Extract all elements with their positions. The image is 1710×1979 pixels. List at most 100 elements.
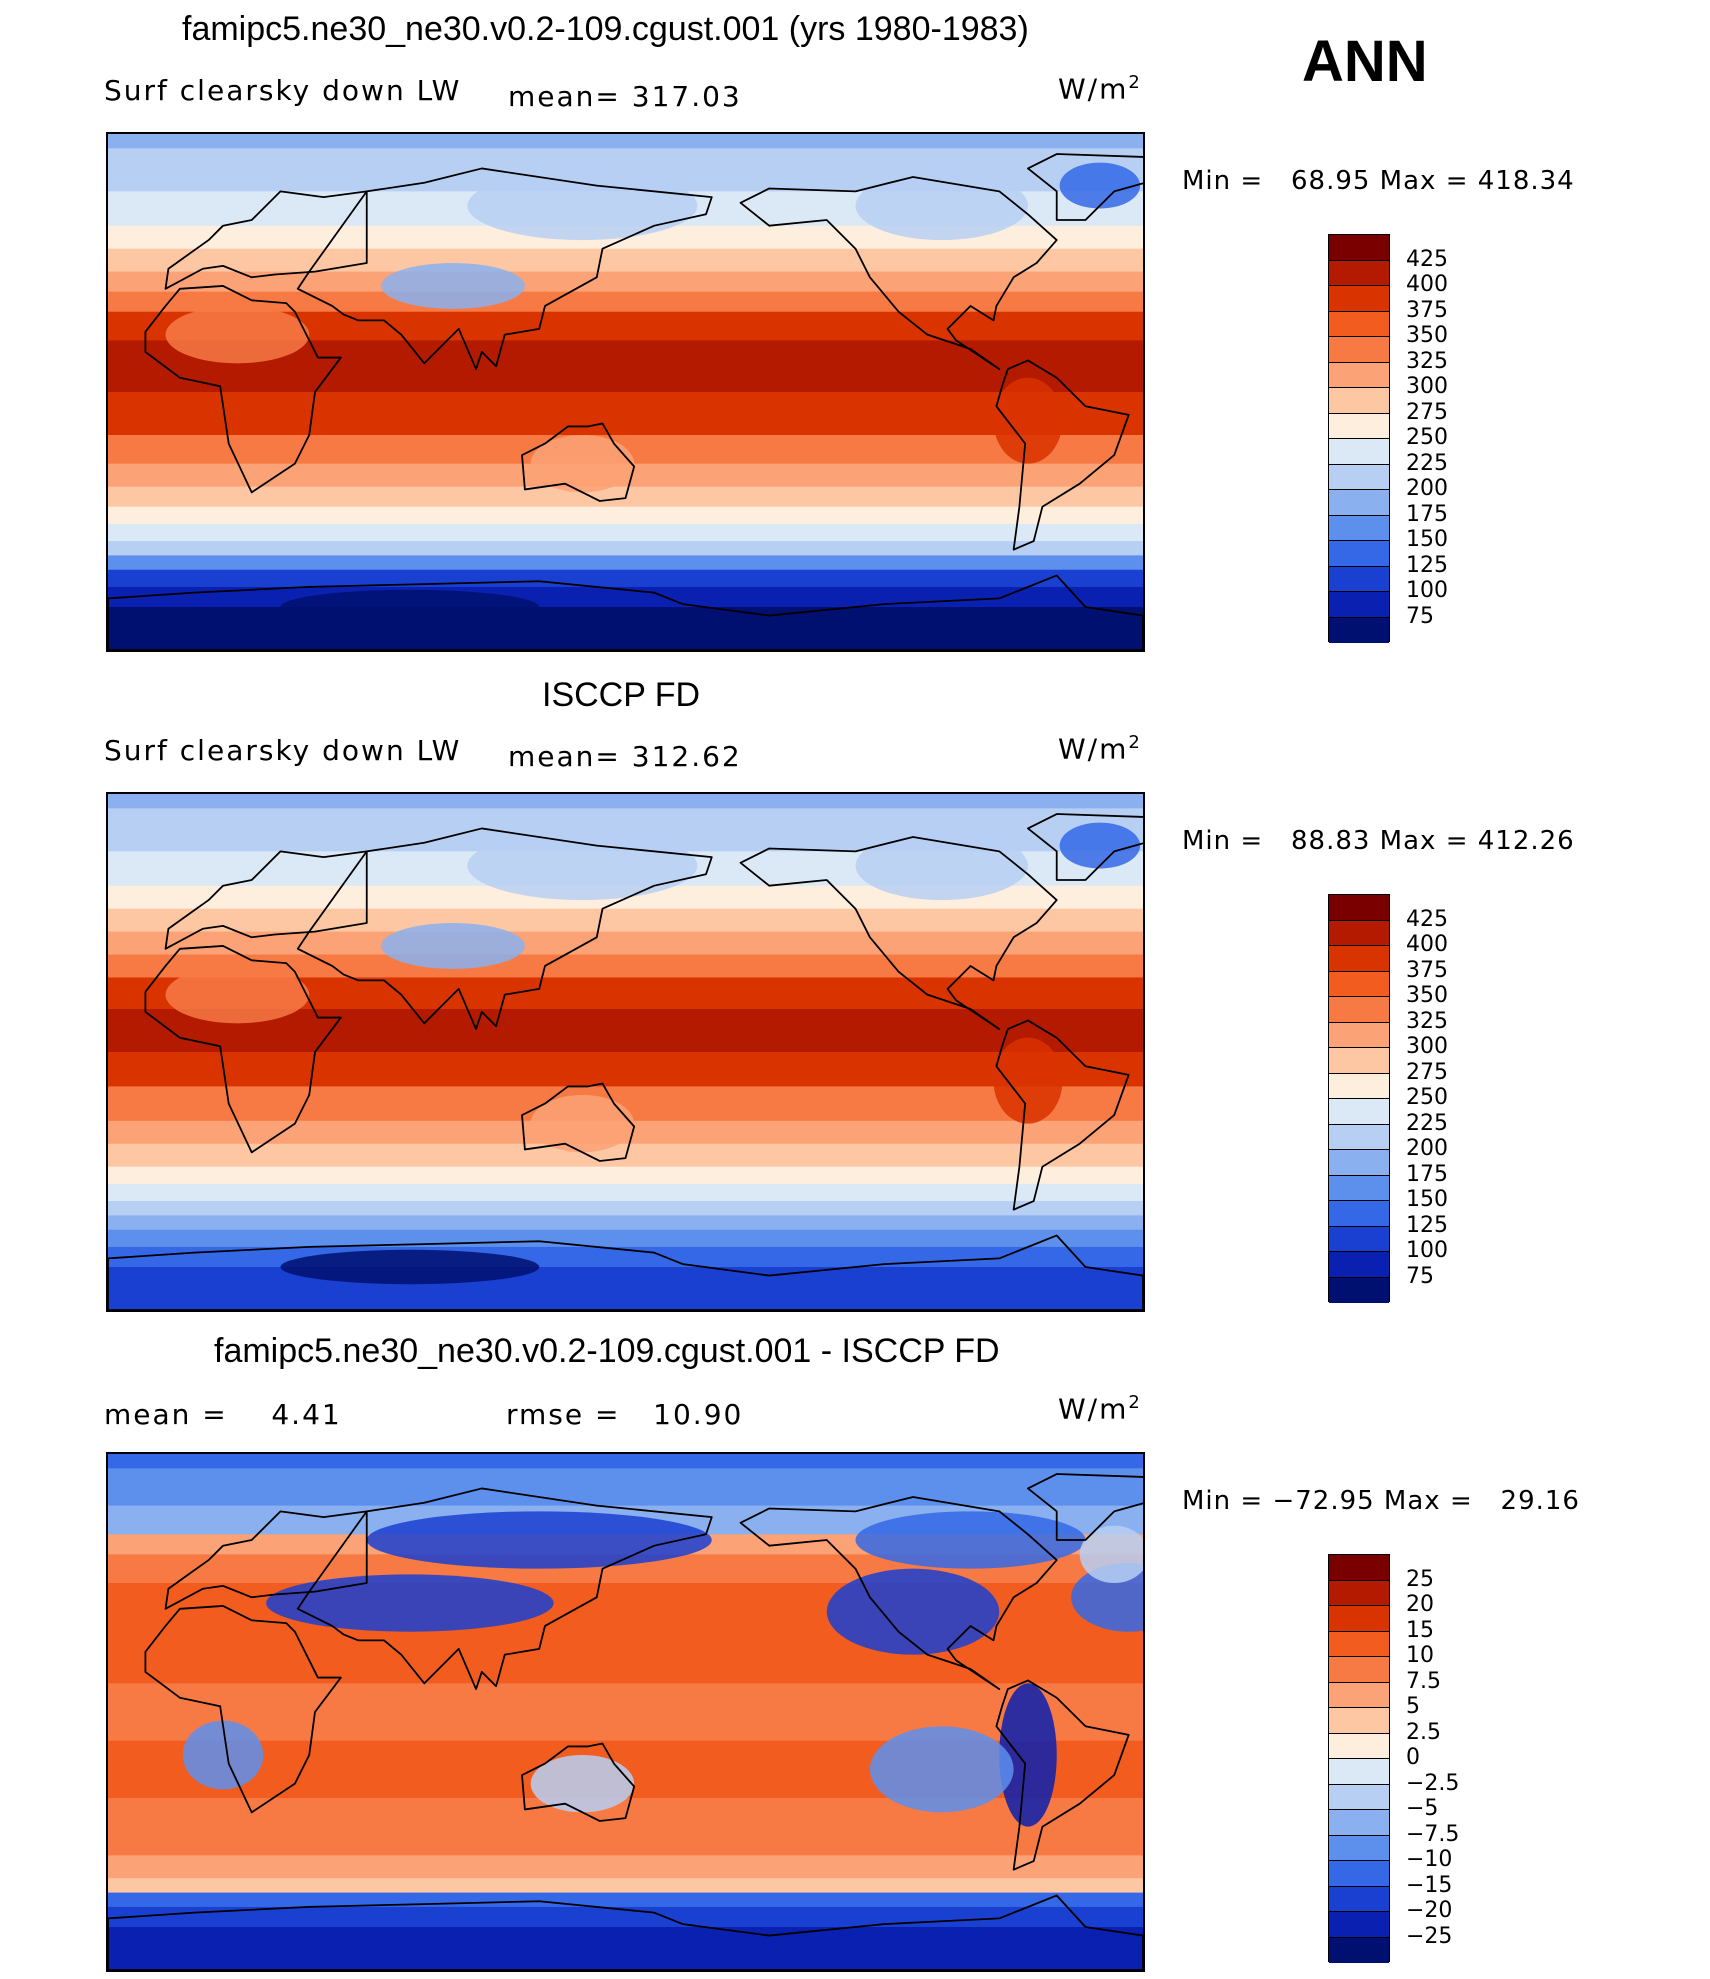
- panel2-mean: mean= 312.62: [508, 740, 742, 773]
- coastline-africa: [144, 945, 342, 1154]
- colorbar-level-label: 150: [1406, 1187, 1448, 1212]
- colorbar-segment: [1329, 541, 1389, 567]
- field-band: [108, 1855, 1143, 1879]
- colorbar-level-label: 10: [1406, 1643, 1434, 1668]
- colorbar-level-label: 75: [1406, 603, 1434, 629]
- colorbar-segment: [1329, 515, 1389, 541]
- colorbar-level-label: 225: [1406, 1110, 1448, 1136]
- coastline-namerica: [739, 836, 1058, 1030]
- panel2-title: ISCCP FD: [542, 676, 701, 714]
- colorbar-segment: [1329, 1937, 1389, 1963]
- colorbar-segment: [1329, 235, 1389, 261]
- field-anomaly: [826, 1568, 1000, 1655]
- colorbar-segment: [1329, 439, 1389, 465]
- colorbar-segment: [1329, 464, 1389, 490]
- coastline-antarctica: [108, 1894, 1143, 1970]
- colorbar-segment: [1329, 895, 1389, 921]
- panel1-map: [106, 132, 1145, 652]
- field-anomaly: [1059, 822, 1141, 869]
- coastline-asia: [296, 167, 713, 370]
- coastline-africa: [144, 285, 342, 494]
- colorbar-segment: [1329, 286, 1389, 312]
- field-band: [108, 1878, 1143, 1894]
- colorbar-segment: [1329, 1810, 1389, 1836]
- panel2-colorbar: [1328, 894, 1390, 1303]
- field-anomaly: [165, 306, 310, 364]
- field-band: [108, 794, 1143, 809]
- colorbar-segment: [1329, 971, 1389, 997]
- colorbar-level-label: 325: [1406, 1008, 1448, 1034]
- colorbar-level-label: 375: [1406, 957, 1448, 983]
- field-anomaly: [530, 1755, 635, 1813]
- field-anomaly: [530, 1095, 635, 1153]
- field-band: [108, 569, 1143, 588]
- panel1-units: W/m2: [1058, 72, 1142, 106]
- panel1-colorbar: [1328, 234, 1390, 643]
- colorbar-segment: [1329, 1048, 1389, 1074]
- colorbar-level-label: 425: [1406, 906, 1448, 932]
- colorbar-segment: [1329, 388, 1389, 414]
- colorbar-level-label: 400: [1406, 272, 1448, 297]
- colorbar-level-label: 350: [1406, 983, 1448, 1008]
- colorbar-segment: [1329, 1682, 1389, 1708]
- colorbar-level-label: 250: [1406, 425, 1448, 450]
- field-band: [108, 541, 1143, 556]
- coastline-europe: [164, 1510, 368, 1610]
- colorbar-level-label: −7.5: [1406, 1821, 1460, 1847]
- panel3-rmse: rmse = 10.90: [506, 1398, 744, 1431]
- colorbar-level-label: −25: [1406, 1923, 1453, 1949]
- coastline-antarctica: [108, 1234, 1143, 1310]
- colorbar-level-label: 125: [1406, 552, 1448, 578]
- field-band: [108, 271, 1143, 293]
- colorbar-segment: [1329, 1733, 1389, 1759]
- colorbar-segment: [1329, 617, 1389, 643]
- colorbar-segment: [1329, 260, 1389, 286]
- colorbar-level-label: 225: [1406, 450, 1448, 476]
- panel3-title: famipc5.ne30_ne30.v0.2-109.cgust.001 - I…: [214, 1332, 1000, 1370]
- field-anomaly: [1079, 1525, 1143, 1583]
- colorbar-segment: [1329, 1708, 1389, 1734]
- panel2-map: [106, 792, 1145, 1312]
- field-band: [108, 291, 1143, 313]
- colorbar-level-label: 400: [1406, 932, 1448, 957]
- colorbar-level-label: −20: [1406, 1898, 1453, 1923]
- coastline-asia: [296, 827, 713, 1030]
- colorbar-segment: [1329, 997, 1389, 1023]
- colorbar-level-label: 375: [1406, 297, 1448, 323]
- colorbar-segment: [1329, 1784, 1389, 1810]
- coastline-namerica: [739, 1496, 1058, 1690]
- field-anomaly: [280, 1249, 540, 1285]
- field-band: [108, 1052, 1143, 1087]
- field-band: [108, 134, 1143, 149]
- field-anomaly: [381, 923, 525, 969]
- colorbar-segment: [1329, 1150, 1389, 1176]
- field-anomaly: [381, 263, 525, 309]
- colorbar-segment: [1329, 592, 1389, 618]
- colorbar-segment: [1329, 1631, 1389, 1657]
- panel1-title: famipc5.ne30_ne30.v0.2-109.cgust.001 (yr…: [182, 10, 1029, 48]
- colorbar-segment: [1329, 362, 1389, 388]
- field-anomaly: [855, 1511, 1086, 1569]
- colorbar-level-label: 175: [1406, 1161, 1448, 1187]
- colorbar-segment: [1329, 1226, 1389, 1252]
- coastline-samerica: [995, 1679, 1130, 1871]
- colorbar-segment: [1329, 1099, 1389, 1125]
- panel1-map-svg: [108, 134, 1143, 650]
- coastline-africa: [144, 1605, 342, 1814]
- colorbar-level-label: 275: [1406, 399, 1448, 425]
- colorbar-segment: [1329, 1277, 1389, 1303]
- colorbar-level-label: 100: [1406, 1238, 1448, 1263]
- field-band: [108, 1215, 1143, 1231]
- field-anomaly: [182, 1720, 264, 1790]
- field-band: [108, 1892, 1143, 1908]
- panel1-variable: Surf clearsky down LW: [104, 74, 462, 107]
- field-anomaly: [999, 1683, 1057, 1827]
- colorbar-level-label: 2.5: [1406, 1719, 1441, 1745]
- season-label: ANN: [1302, 29, 1428, 94]
- panel3-units: W/m2: [1058, 1392, 1142, 1426]
- panel2-map-svg: [108, 794, 1143, 1310]
- coastline-australia: [521, 1742, 636, 1822]
- coastline-antarctica: [108, 574, 1143, 650]
- colorbar-level-label: 25: [1406, 1566, 1434, 1592]
- colorbar-level-label: 7.5: [1406, 1668, 1441, 1694]
